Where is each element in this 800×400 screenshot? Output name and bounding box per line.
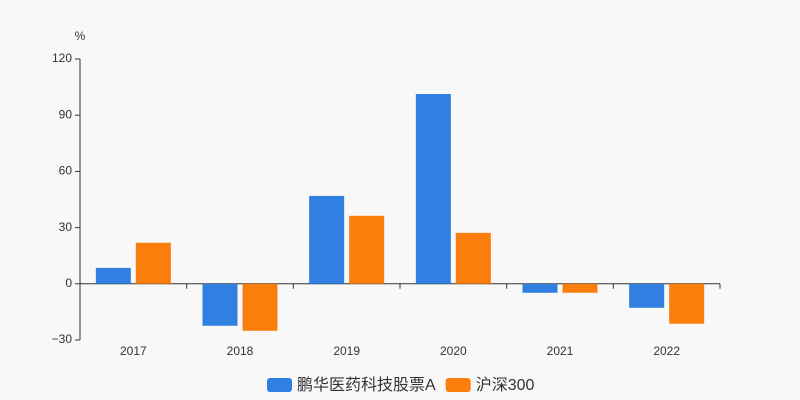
- bar: [202, 283, 238, 326]
- y-tick-label: 120: [52, 51, 72, 65]
- legend-text: 沪深300: [476, 376, 535, 394]
- bar: [95, 267, 131, 284]
- x-tick-label: 2021: [547, 344, 574, 358]
- bar: [522, 283, 558, 293]
- y-tick-label: 60: [59, 164, 73, 178]
- bar: [415, 94, 451, 284]
- legend-swatch: [445, 378, 471, 392]
- x-tick-label: 2018: [227, 344, 254, 358]
- x-tick-label: 2017: [120, 344, 147, 358]
- y-tick-label: 90: [59, 107, 73, 121]
- y-tick-label: −30: [52, 332, 73, 346]
- bar: [562, 283, 598, 293]
- y-tick-label: 30: [59, 220, 73, 234]
- y-tick-label: 0: [65, 276, 72, 290]
- bar: [455, 232, 491, 284]
- x-tick-label: 2019: [333, 344, 360, 358]
- bar: [242, 283, 278, 331]
- x-tick-label: 2020: [440, 344, 467, 358]
- bar: [669, 283, 705, 324]
- bar: [309, 195, 345, 284]
- legend-swatch: [267, 378, 292, 392]
- x-tick-label: 2022: [653, 344, 680, 358]
- bar: [629, 283, 665, 308]
- legend-text: 鹏华医药科技股票A: [297, 376, 436, 394]
- bar: [349, 215, 385, 284]
- y-axis-label: %: [75, 29, 86, 43]
- bar: [135, 242, 171, 284]
